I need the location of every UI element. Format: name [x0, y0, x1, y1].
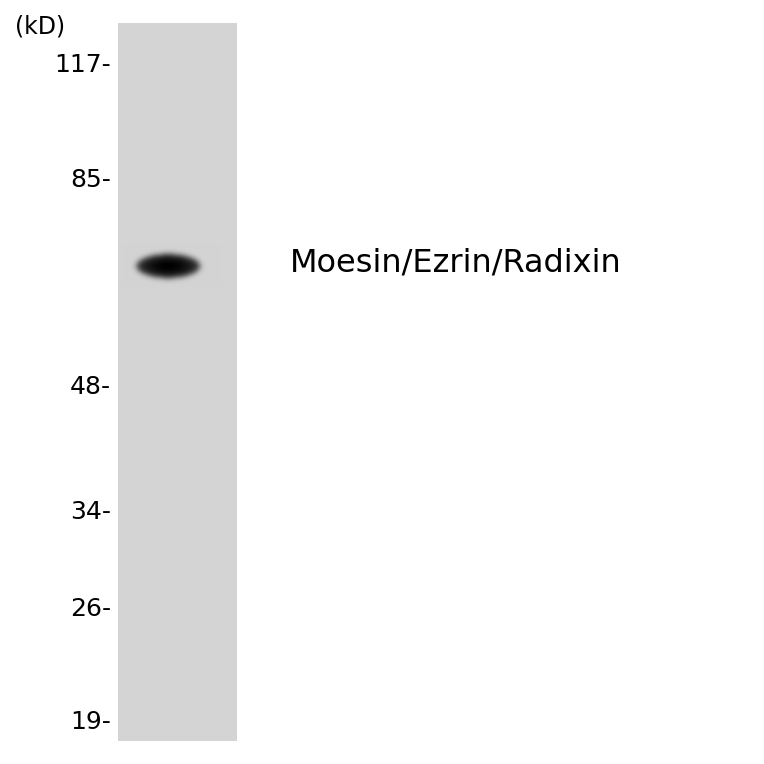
Text: (kD): (kD) — [15, 15, 66, 39]
Text: 34-: 34- — [70, 500, 111, 523]
Text: 85-: 85- — [70, 168, 111, 193]
Text: 19-: 19- — [70, 710, 111, 734]
Text: 26-: 26- — [70, 597, 111, 620]
Text: 117-: 117- — [54, 53, 111, 77]
Text: 48-: 48- — [70, 375, 111, 399]
Bar — [118, 23, 237, 741]
Text: Moesin/Ezrin/Radixin: Moesin/Ezrin/Radixin — [290, 247, 622, 278]
